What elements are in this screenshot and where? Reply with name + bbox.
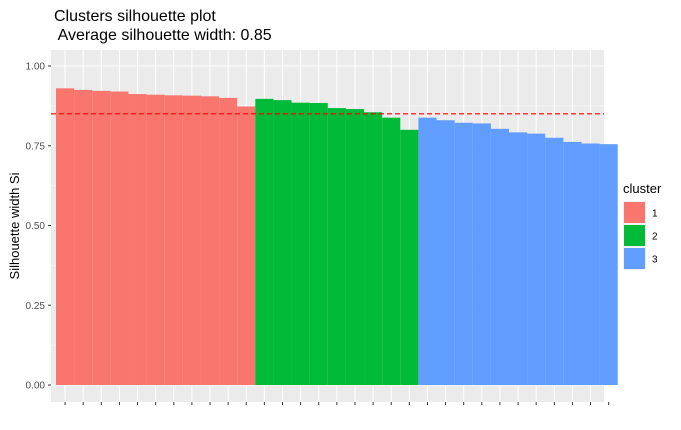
- legend: cluster 1 2 3: [623, 181, 662, 270]
- bar-cluster-2: [364, 112, 383, 385]
- bar-cluster-1: [56, 88, 75, 385]
- bar-cluster-1: [182, 95, 201, 386]
- bar-cluster-3: [436, 120, 455, 385]
- x-axis: [64, 402, 610, 405]
- bar-cluster-3: [581, 143, 600, 385]
- bar-cluster-3: [545, 137, 564, 385]
- bar-cluster-3: [527, 133, 546, 385]
- bar-cluster-1: [237, 106, 256, 385]
- bar-cluster-3: [563, 141, 582, 385]
- bar-cluster-1: [110, 91, 129, 386]
- legend-label: 2: [652, 232, 658, 243]
- bars: [56, 88, 618, 386]
- bar-cluster-1: [219, 97, 238, 386]
- y-tick-label: 0.75: [26, 141, 46, 152]
- bar-cluster-1: [74, 89, 93, 386]
- bar-cluster-1: [128, 94, 147, 386]
- y-tick-label: 1.00: [26, 62, 46, 73]
- bar-cluster-2: [309, 103, 328, 385]
- bar-cluster-3: [454, 122, 473, 386]
- bar-cluster-3: [472, 123, 491, 386]
- bar-cluster-3: [418, 117, 437, 385]
- y-tick-label: 0.00: [26, 381, 46, 392]
- bar-cluster-2: [400, 129, 419, 385]
- bar-cluster-2: [255, 98, 274, 386]
- legend-title: cluster: [623, 181, 662, 196]
- bar-cluster-2: [327, 108, 346, 385]
- bar-cluster-3: [509, 132, 528, 385]
- bar-cluster-1: [164, 95, 183, 386]
- legend-swatch-3: [624, 248, 645, 269]
- y-axis-title: Silhouette width Si: [7, 172, 22, 279]
- legend-label: 1: [652, 209, 658, 220]
- bar-cluster-3: [490, 128, 509, 385]
- bar-cluster-1: [146, 94, 165, 386]
- bar-cluster-2: [382, 117, 401, 385]
- chart-subtitle: Average silhouette width: 0.85: [54, 27, 272, 44]
- y-axis: 0.00 0.25 0.50 0.75 1.00: [26, 62, 51, 392]
- legend-swatch-2: [624, 225, 645, 246]
- y-tick-label: 0.50: [26, 221, 46, 232]
- bar-cluster-1: [200, 96, 220, 386]
- bar-cluster-1: [92, 90, 111, 385]
- bar-cluster-3: [599, 144, 618, 385]
- y-tick-label: 0.25: [26, 301, 46, 312]
- legend-swatch-1: [624, 202, 645, 223]
- bar-cluster-2: [345, 109, 365, 385]
- chart-title: Clusters silhouette plot: [54, 8, 216, 25]
- bar-cluster-2: [273, 100, 292, 386]
- bar-cluster-2: [291, 102, 310, 385]
- legend-label: 3: [652, 255, 658, 266]
